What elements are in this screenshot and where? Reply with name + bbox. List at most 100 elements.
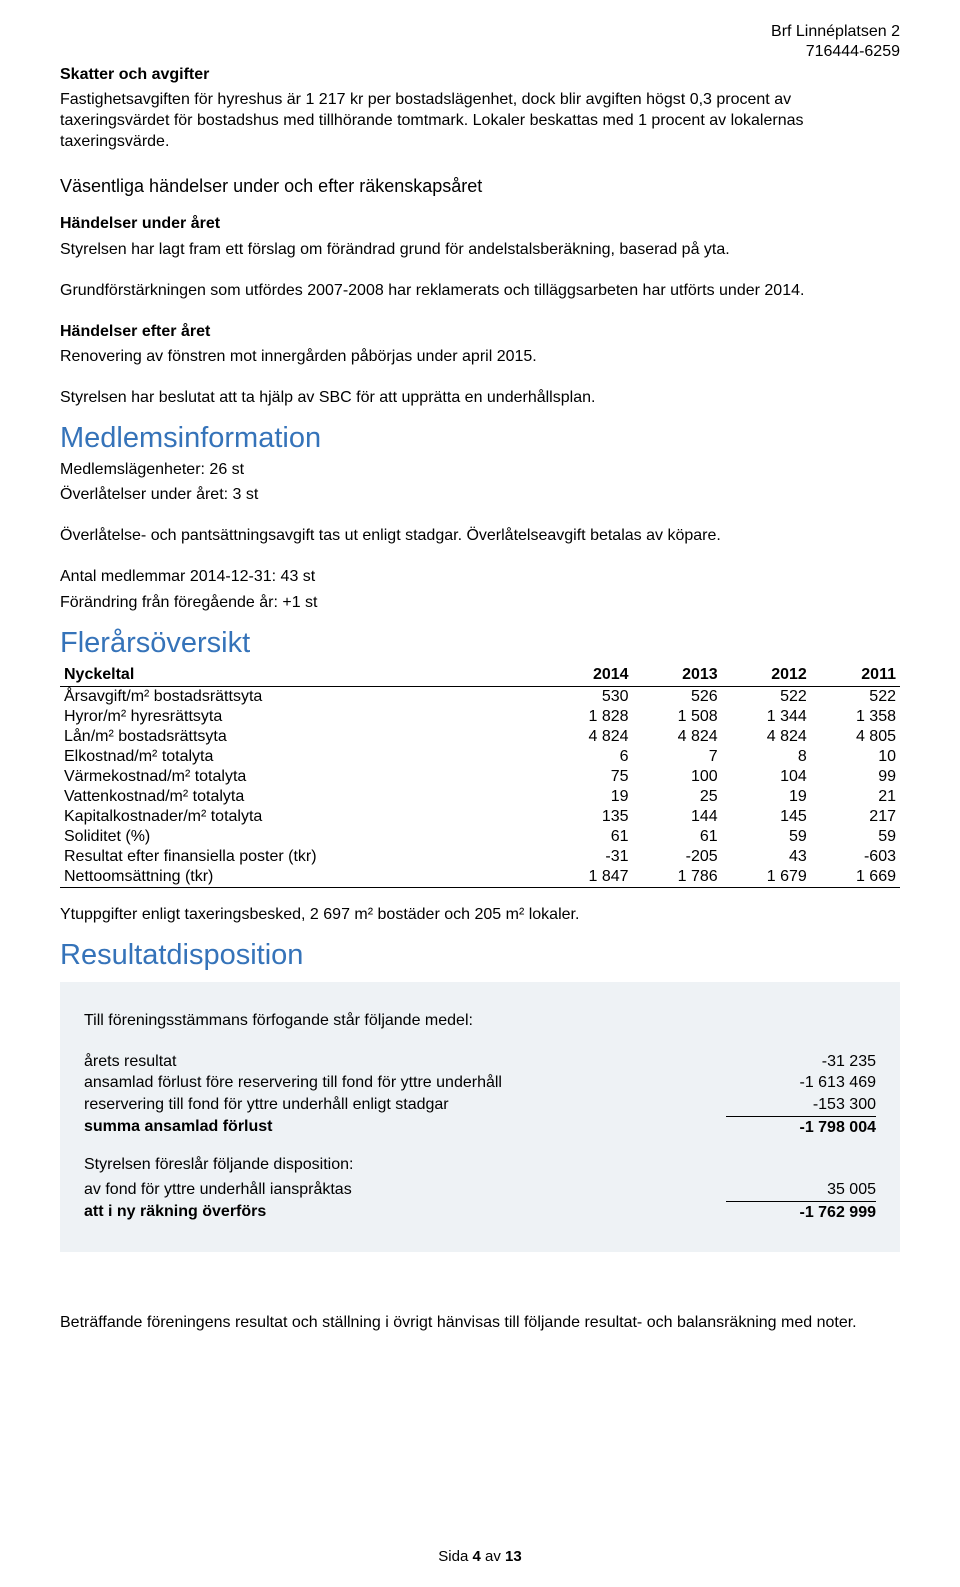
row-label: att i ny räkning överförs (84, 1201, 266, 1224)
row-label: årets resultat (84, 1051, 176, 1073)
row-value: 43 (722, 847, 811, 867)
paragraph: Förändring från föregående år: +1 st (60, 592, 900, 613)
row-value: 104 (722, 767, 811, 787)
row-value: -205 (633, 847, 722, 867)
paragraph: Styrelsen har lagt fram ett förslag om f… (60, 239, 900, 260)
row-value: 25 (633, 787, 722, 807)
table-row: Resultat efter finansiella poster (tkr)-… (60, 847, 900, 867)
paragraph: Styrelsen föreslår följande disposition: (84, 1154, 876, 1175)
table-header-row: Nyckeltal 2014 2013 2012 2011 (60, 664, 900, 687)
row-value: 1 679 (722, 867, 811, 888)
table-row: Årsavgift/m² bostadsrättsyta530526522522 (60, 686, 900, 707)
row-value: 99 (811, 767, 900, 787)
row-value: 75 (543, 767, 632, 787)
paragraph: Grundförstärkningen som utfördes 2007-20… (60, 280, 900, 301)
row-label: Hyror/m² hyresrättsyta (60, 707, 543, 727)
table-row: Elkostnad/m² totalyta67810 (60, 747, 900, 767)
row-label: summa ansamlad förlust (84, 1116, 273, 1139)
row-label: reservering till fond för yttre underhål… (84, 1094, 449, 1116)
table-row: Hyror/m² hyresrättsyta1 8281 5081 3441 3… (60, 707, 900, 727)
row-value: 1 358 (811, 707, 900, 727)
row-value: 217 (811, 807, 900, 827)
nyckeltal-table: Nyckeltal 2014 2013 2012 2011 Årsavgift/… (60, 664, 900, 888)
row-value: 522 (811, 686, 900, 707)
heading-flerarsoversikt: Flerårsöversikt (60, 627, 900, 660)
page-number: 4 (472, 1548, 480, 1565)
page-footer: Sida 4 av 13 (0, 1548, 960, 1565)
resultat-row: reservering till fond för yttre underhål… (84, 1094, 876, 1116)
resultat-sum-row: att i ny räkning överförs -1 762 999 (84, 1201, 876, 1224)
resultat-row: av fond för yttre underhåll ianspråktas … (84, 1179, 876, 1201)
heading-vasentliga: Väsentliga händelser under och efter räk… (60, 176, 900, 197)
row-label: Värmekostnad/m² totalyta (60, 767, 543, 787)
row-value: -31 235 (726, 1051, 876, 1073)
paragraph: Fastighetsavgiften för hyreshus är 1 217… (60, 89, 900, 152)
row-value: 61 (633, 827, 722, 847)
row-value: 1 508 (633, 707, 722, 727)
row-value: -153 300 (726, 1094, 876, 1116)
row-value: 100 (633, 767, 722, 787)
footer-pre: Sida (438, 1548, 472, 1565)
row-value: 1 669 (811, 867, 900, 888)
row-label: ansamlad förlust före reservering till f… (84, 1072, 502, 1094)
row-value: 1 828 (543, 707, 632, 727)
paragraph: Styrelsen har beslutat att ta hjälp av S… (60, 387, 900, 408)
table-row: Värmekostnad/m² totalyta7510010499 (60, 767, 900, 787)
row-value: -603 (811, 847, 900, 867)
heading-skatter: Skatter och avgifter (60, 64, 900, 85)
row-value: 1 786 (633, 867, 722, 888)
row-label: Elkostnad/m² totalyta (60, 747, 543, 767)
paragraph: Antal medlemmar 2014-12-31: 43 st (60, 566, 900, 587)
row-value: 7 (633, 747, 722, 767)
row-value: 4 805 (811, 727, 900, 747)
paragraph: Till föreningsstämmans förfogande står f… (84, 1010, 876, 1031)
row-value: 4 824 (722, 727, 811, 747)
resultat-row: årets resultat -31 235 (84, 1051, 876, 1073)
paragraph: Medlemslägenheter: 26 st (60, 459, 900, 480)
row-value: 59 (722, 827, 811, 847)
row-value: 19 (543, 787, 632, 807)
row-value: 4 824 (633, 727, 722, 747)
row-value: 8 (722, 747, 811, 767)
paragraph: Överlåtelser under året: 3 st (60, 484, 900, 505)
row-value: 61 (543, 827, 632, 847)
subheading: Händelser efter året (60, 321, 900, 342)
row-value: -1 762 999 (726, 1201, 876, 1224)
row-value: 19 (722, 787, 811, 807)
row-value: 530 (543, 686, 632, 707)
row-value: 59 (811, 827, 900, 847)
page: Brf Linnéplatsen 2 716444-6259 Skatter o… (0, 0, 960, 1587)
table-row: Vattenkostnad/m² totalyta19251921 (60, 787, 900, 807)
resultat-row: ansamlad förlust före reservering till f… (84, 1072, 876, 1094)
paragraph: Överlåtelse- och pantsättningsavgift tas… (60, 525, 900, 546)
paragraph: Renovering av fönstren mot innergården p… (60, 346, 900, 367)
org-name: Brf Linnéplatsen 2 (771, 22, 900, 42)
row-value: 10 (811, 747, 900, 767)
row-value: 35 005 (726, 1179, 876, 1201)
row-value: 4 824 (543, 727, 632, 747)
col-header: 2013 (633, 664, 722, 687)
table-row: Lån/m² bostadsrättsyta4 8244 8244 8244 8… (60, 727, 900, 747)
subheading: Händelser under året (60, 213, 900, 234)
row-value: 1 847 (543, 867, 632, 888)
row-label: Vattenkostnad/m² totalyta (60, 787, 543, 807)
row-value: -31 (543, 847, 632, 867)
table-row: Nettoomsättning (tkr)1 8471 7861 6791 66… (60, 867, 900, 888)
row-value: -1 798 004 (726, 1116, 876, 1139)
row-value: 144 (633, 807, 722, 827)
col-header: 2012 (722, 664, 811, 687)
table-row: Kapitalkostnader/m² totalyta135144145217 (60, 807, 900, 827)
heading-resultatdisposition: Resultatdisposition (60, 939, 900, 972)
org-number: 716444-6259 (771, 42, 900, 62)
col-header: 2011 (811, 664, 900, 687)
table-row: Soliditet (%)61615959 (60, 827, 900, 847)
row-value: 6 (543, 747, 632, 767)
col-header: 2014 (543, 664, 632, 687)
row-value: 145 (722, 807, 811, 827)
row-label: Lån/m² bostadsrättsyta (60, 727, 543, 747)
paragraph: Ytuppgifter enligt taxeringsbesked, 2 69… (60, 904, 900, 925)
col-header: Nyckeltal (60, 664, 543, 687)
resultat-box: Till föreningsstämmans förfogande står f… (60, 982, 900, 1252)
paragraph: Beträffande föreningens resultat och stä… (60, 1312, 900, 1333)
row-label: Årsavgift/m² bostadsrättsyta (60, 686, 543, 707)
